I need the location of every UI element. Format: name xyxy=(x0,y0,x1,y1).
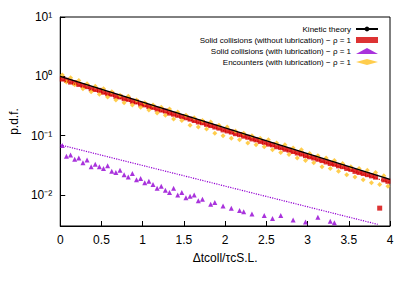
svg-text:4: 4 xyxy=(387,233,394,247)
svg-text:3.5: 3.5 xyxy=(340,233,357,247)
svg-text:Kinetic theory: Kinetic theory xyxy=(303,25,351,34)
svg-text:1: 1 xyxy=(139,233,146,247)
svg-text:2: 2 xyxy=(222,233,229,247)
svg-text:0.5: 0.5 xyxy=(93,233,110,247)
svg-text:1.5: 1.5 xyxy=(176,233,193,247)
svg-text:10⁻¹: 10⁻¹ xyxy=(31,129,52,143)
svg-text:0: 0 xyxy=(57,233,64,247)
svg-text:10¹: 10¹ xyxy=(35,10,52,24)
svg-text:10⁰: 10⁰ xyxy=(35,69,52,83)
svg-text:p.d.f.: p.d.f. xyxy=(7,108,21,135)
svg-text:Solid collisions (with lubrica: Solid collisions (with lubrication) − ρ … xyxy=(211,47,352,56)
svg-text:Encounters (with lubrication): Encounters (with lubrication) − ρ = 1 xyxy=(223,58,352,67)
svg-text:2.5: 2.5 xyxy=(258,233,275,247)
svg-text:3: 3 xyxy=(304,233,311,247)
svg-text:Solid collisions (without lubr: Solid collisions (without lubrication) −… xyxy=(200,36,352,45)
svg-text:Δtcoll/τcS.L.: Δtcoll/τcS.L. xyxy=(193,251,258,265)
svg-text:10⁻²: 10⁻² xyxy=(31,188,52,202)
